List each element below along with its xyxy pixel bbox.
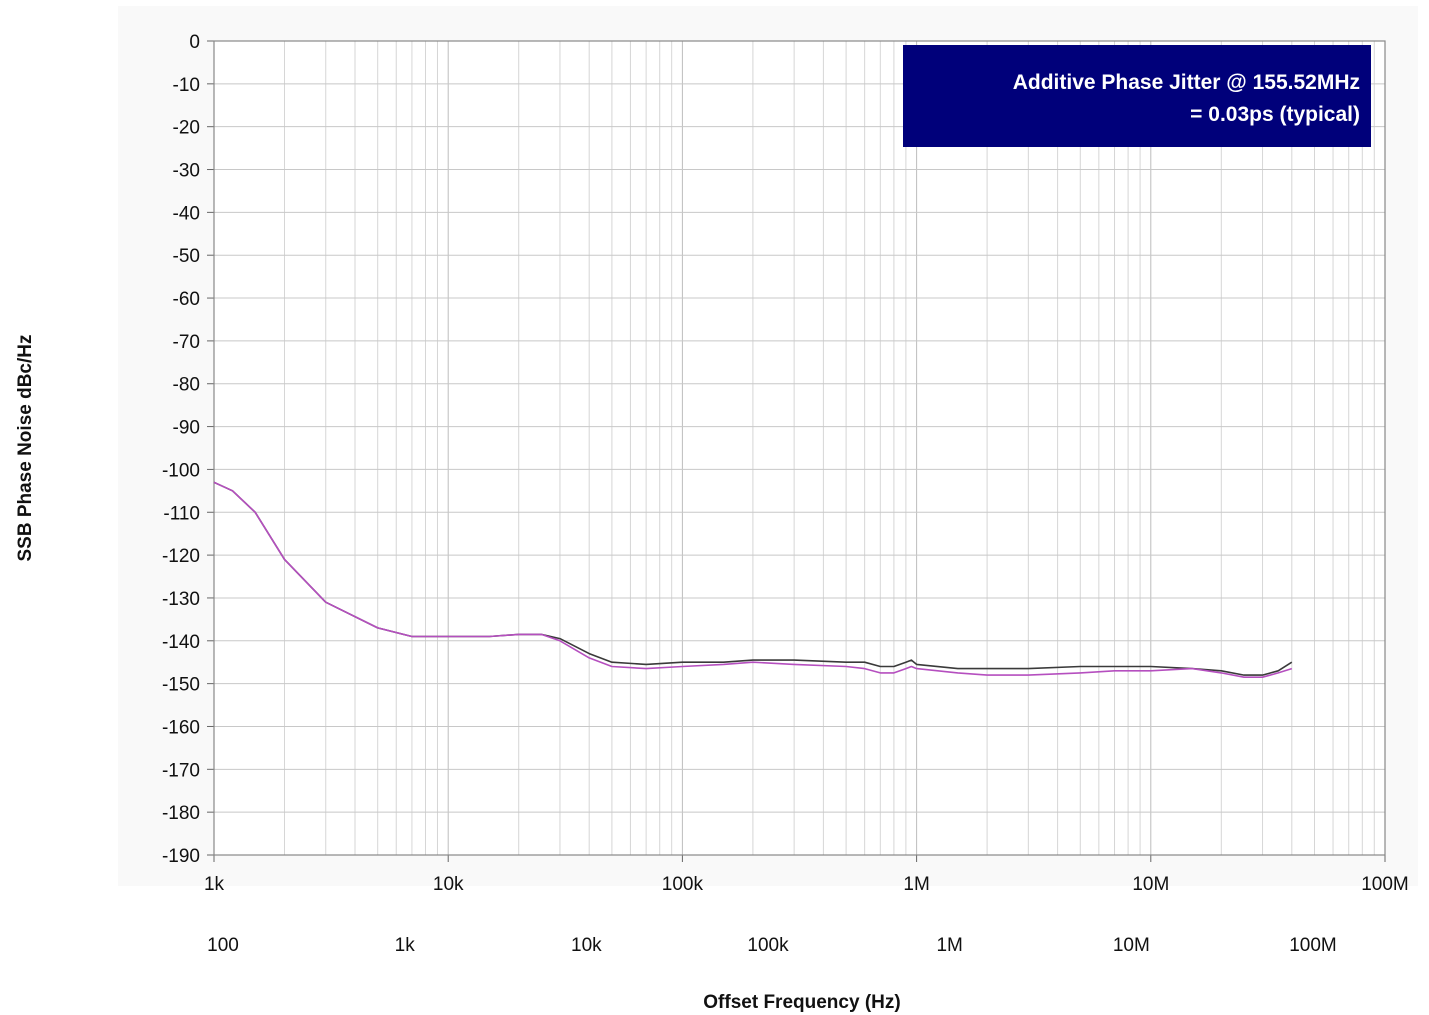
- y-tick-label: -60: [173, 289, 200, 310]
- x-tick-label: 10k: [433, 874, 464, 895]
- secondary-x-tick-label: 10k: [571, 935, 602, 956]
- y-axis-title: SSB Phase Noise dBc/Hz: [15, 334, 36, 561]
- y-tick-label: -140: [162, 632, 200, 653]
- annotation-background: [903, 45, 1371, 147]
- annotation-box: Additive Phase Jitter @ 155.52MHz = 0.03…: [903, 45, 1371, 147]
- secondary-x-tick-label: 100M: [1289, 935, 1337, 956]
- y-tick-label: -160: [162, 717, 200, 738]
- y-tick-label: -190: [162, 846, 200, 867]
- y-tick-label: -20: [173, 118, 200, 139]
- x-axis-title: Offset Frequency (Hz): [703, 992, 900, 1013]
- x-tick-label: 1M: [903, 874, 929, 895]
- y-tick-label: -50: [173, 246, 200, 267]
- secondary-x-tick-labels: 100 1k 10k 100k 1M 10M 100M: [207, 935, 1337, 956]
- y-tick-label: -110: [163, 503, 200, 524]
- y-tick-label: -90: [173, 418, 200, 439]
- y-tick-label: -70: [173, 332, 200, 353]
- y-tick-label: -120: [162, 546, 200, 567]
- secondary-x-tick-label: 100: [207, 935, 239, 956]
- x-tick-label: 10M: [1132, 874, 1169, 895]
- plot-area: [214, 41, 1385, 855]
- y-tick-label: -170: [162, 760, 200, 781]
- x-tick-label: 100k: [662, 874, 704, 895]
- y-tick-label: -30: [173, 161, 200, 182]
- secondary-x-tick-label: 1k: [395, 935, 416, 956]
- y-tick-label: -80: [173, 375, 200, 396]
- y-tick-label: -100: [162, 460, 200, 481]
- y-tick-label: -150: [162, 675, 200, 696]
- y-tick-label: -180: [162, 803, 200, 824]
- secondary-x-tick-label: 100k: [747, 935, 789, 956]
- y-tick-label: -40: [173, 203, 200, 224]
- x-tick-label: 100M: [1361, 874, 1409, 895]
- secondary-x-tick-label: 1M: [936, 935, 962, 956]
- annotation-line-1: Additive Phase Jitter @ 155.52MHz: [1013, 71, 1360, 94]
- y-tick-label: 0: [189, 32, 200, 53]
- y-tick-label: -130: [162, 589, 200, 610]
- secondary-x-tick-label: 10M: [1113, 935, 1150, 956]
- y-tick-label: -10: [173, 75, 200, 96]
- x-tick-label: 1k: [204, 874, 225, 895]
- annotation-line-2: = 0.03ps (typical): [1190, 103, 1360, 126]
